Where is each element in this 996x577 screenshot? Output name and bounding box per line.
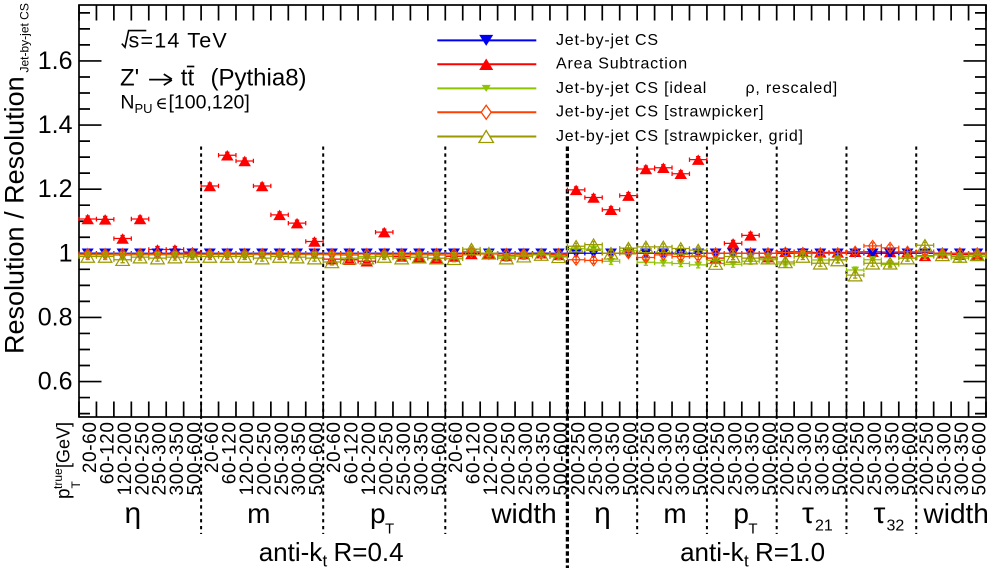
svg-text:200-250: 200-250 [847, 422, 868, 496]
svg-text:Jet-by-jet CS: Jet-by-jet CS [18, 3, 32, 72]
svg-text:120-200: 120-200 [359, 422, 380, 496]
svg-text:m: m [663, 498, 686, 529]
svg-text:η: η [594, 497, 611, 530]
svg-text:[GeV]: [GeV] [54, 422, 74, 468]
svg-text:Resolution / Resolution: Resolution / Resolution [0, 76, 30, 354]
svg-text:200-250: 200-250 [132, 422, 153, 496]
svg-text:width: width [923, 498, 989, 529]
svg-text:width: width [490, 498, 556, 529]
svg-text:0.8: 0.8 [38, 303, 73, 331]
svg-text:250-300: 250-300 [586, 422, 607, 496]
svg-text:anti-k: anti-k [259, 537, 324, 567]
svg-text:500-600: 500-600 [307, 422, 328, 496]
svg-text:20-60: 20-60 [324, 422, 345, 474]
svg-text:tt: tt [181, 65, 195, 92]
svg-text:300-350: 300-350 [813, 422, 834, 496]
svg-text:500-600: 500-600 [551, 422, 572, 496]
svg-text:t: t [323, 552, 328, 571]
svg-text:Jet-by-jet CS [ideal: Jet-by-jet CS [ideal [556, 80, 707, 97]
svg-text:p: p [54, 488, 75, 499]
svg-text:200-250: 200-250 [917, 422, 938, 496]
svg-text:300-350: 300-350 [952, 422, 973, 496]
svg-text:t: t [744, 552, 749, 571]
svg-text:250-300: 250-300 [516, 422, 537, 496]
svg-text:60-120: 60-120 [219, 422, 240, 485]
svg-text:R=1.0: R=1.0 [755, 537, 825, 567]
svg-text:anti-k: anti-k [680, 537, 745, 567]
svg-text:120-200: 120-200 [115, 422, 136, 496]
svg-text:500-600: 500-600 [760, 422, 781, 496]
svg-text:500-600: 500-600 [969, 422, 990, 496]
svg-text:(Pythia8): (Pythia8) [211, 65, 307, 92]
svg-text:200-250: 200-250 [778, 422, 799, 496]
svg-text:120-200: 120-200 [237, 422, 258, 496]
svg-text:200-250: 200-250 [499, 422, 520, 496]
svg-text:60-120: 60-120 [97, 422, 118, 485]
svg-text:T: T [748, 521, 757, 538]
svg-text:Jet-by-jet CS [strawpicker, gr: Jet-by-jet CS [strawpicker, grid] [556, 128, 804, 145]
svg-text:120-200: 120-200 [481, 422, 502, 496]
svg-text:60-120: 60-120 [342, 422, 363, 485]
svg-text:250-300: 250-300 [935, 422, 956, 496]
svg-text:p: p [370, 498, 386, 529]
svg-text:Jet-by-jet CS [strawpicker]: Jet-by-jet CS [strawpicker] [556, 104, 764, 121]
svg-text:250-300: 250-300 [656, 422, 677, 496]
svg-text:300-350: 300-350 [673, 422, 694, 496]
svg-text:η: η [124, 497, 141, 530]
svg-text:0.6: 0.6 [38, 368, 73, 396]
svg-text:N: N [120, 92, 134, 114]
svg-text:20-60: 20-60 [202, 422, 223, 474]
svg-text:R=0.4: R=0.4 [334, 537, 404, 567]
svg-text:Jet-by-jet CS: Jet-by-jet CS [556, 32, 659, 49]
svg-text:300-350: 300-350 [603, 422, 624, 496]
svg-text:500-600: 500-600 [621, 422, 642, 496]
svg-text:T: T [385, 521, 394, 538]
svg-text:200-250: 200-250 [568, 422, 589, 496]
svg-text:1.2: 1.2 [38, 175, 73, 203]
svg-text:250-300: 250-300 [394, 422, 415, 496]
svg-text:300-350: 300-350 [289, 422, 310, 496]
svg-text:Z': Z' [120, 65, 139, 92]
svg-text:32: 32 [887, 518, 905, 535]
svg-text:[100,120]: [100,120] [169, 92, 250, 114]
svg-text:200-250: 200-250 [376, 422, 397, 496]
svg-text:20-60: 20-60 [446, 422, 467, 474]
svg-text:500-600: 500-600 [185, 422, 206, 496]
svg-text:250-300: 250-300 [795, 422, 816, 496]
svg-text:s=14 TeV: s=14 TeV [129, 29, 228, 53]
svg-text:1: 1 [59, 239, 73, 267]
svg-text:τ: τ [802, 497, 814, 530]
svg-text:300-350: 300-350 [882, 422, 903, 496]
svg-text:60-120: 60-120 [464, 422, 485, 485]
svg-text:500-600: 500-600 [429, 422, 450, 496]
svg-text:200-250: 200-250 [638, 422, 659, 496]
svg-text:500-600: 500-600 [830, 422, 851, 496]
svg-text:τ: τ [874, 497, 886, 530]
svg-text:250-300: 250-300 [865, 422, 886, 496]
svg-text:300-350: 300-350 [743, 422, 764, 496]
svg-text:500-600: 500-600 [900, 422, 921, 496]
svg-text:500-600: 500-600 [690, 422, 711, 496]
svg-text:Area Subtraction: Area Subtraction [556, 56, 688, 73]
svg-text:21: 21 [815, 518, 833, 535]
svg-text:250-300: 250-300 [150, 422, 171, 496]
svg-text:p: p [733, 498, 749, 529]
svg-text:1.4: 1.4 [38, 111, 73, 139]
svg-text:300-350: 300-350 [167, 422, 188, 496]
svg-text:300-350: 300-350 [533, 422, 554, 496]
svg-text:true: true [51, 468, 65, 489]
svg-text:300-350: 300-350 [411, 422, 432, 496]
svg-text:m: m [247, 498, 270, 529]
svg-text:ρ, rescaled]: ρ, rescaled] [746, 80, 839, 97]
svg-text:250-300: 250-300 [725, 422, 746, 496]
svg-text:PU: PU [135, 101, 153, 116]
svg-text:250-300: 250-300 [272, 422, 293, 496]
svg-text:T: T [69, 481, 83, 489]
svg-text:1.6: 1.6 [38, 47, 73, 75]
svg-text:200-250: 200-250 [708, 422, 729, 496]
svg-text:20-60: 20-60 [80, 422, 101, 474]
svg-text:200-250: 200-250 [254, 422, 275, 496]
